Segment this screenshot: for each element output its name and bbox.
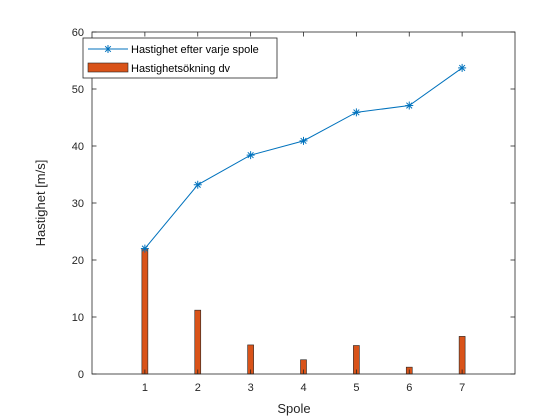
data-point <box>299 136 308 145</box>
marker-stroke <box>247 151 254 159</box>
data-point <box>140 244 149 253</box>
x-axis-label: Spole <box>277 401 310 416</box>
ticks: 1 2 3 4 5 6 7 0 10 20 30 40 50 60 <box>72 27 515 394</box>
data-point <box>458 63 467 72</box>
legend-bar-sample <box>87 62 129 73</box>
legend: Hastighet efter varje spole Hastighetsök… <box>82 37 278 79</box>
plot-background <box>92 32 515 374</box>
marker-stroke <box>194 181 201 188</box>
line-series <box>140 63 467 253</box>
bar <box>141 248 149 375</box>
marker-stroke <box>406 102 413 109</box>
y-tick-label: 60 <box>72 27 84 39</box>
y-tick-label: 20 <box>72 255 84 267</box>
x-tick-label: 5 <box>353 382 359 394</box>
marker-stroke <box>104 45 112 53</box>
x-tick-label: 1 <box>142 382 148 394</box>
y-tick-label: 40 <box>72 141 84 153</box>
bar <box>458 336 466 375</box>
y-axis-label: Hastighet [m/s] <box>33 160 48 247</box>
legend-marker <box>104 45 112 53</box>
data-point <box>352 108 361 117</box>
marker-stroke <box>353 109 360 116</box>
marker-stroke <box>141 245 149 252</box>
marker-stroke <box>458 64 466 72</box>
y-tick-label: 10 <box>72 312 84 324</box>
legend-entry-bar: Hastighetsökning dv <box>131 63 231 75</box>
x-tick-label: 6 <box>406 382 412 394</box>
marker-stroke <box>300 137 307 145</box>
legend-line-sample <box>88 45 128 53</box>
x-tick-label: 7 <box>459 382 465 394</box>
y-tick-label: 0 <box>78 369 84 381</box>
x-tick-label: 3 <box>248 382 254 394</box>
x-tick-label: 2 <box>195 382 201 394</box>
y-tick-label: 50 <box>72 84 84 96</box>
x-tick-label: 4 <box>300 382 306 394</box>
y-tick-label: 30 <box>72 198 84 210</box>
data-point <box>405 101 414 110</box>
data-point <box>246 151 255 160</box>
data-point <box>193 180 202 189</box>
legend-entry-line: Hastighet efter varje spole <box>131 44 259 56</box>
plot-area <box>92 32 515 374</box>
bar <box>194 309 202 375</box>
